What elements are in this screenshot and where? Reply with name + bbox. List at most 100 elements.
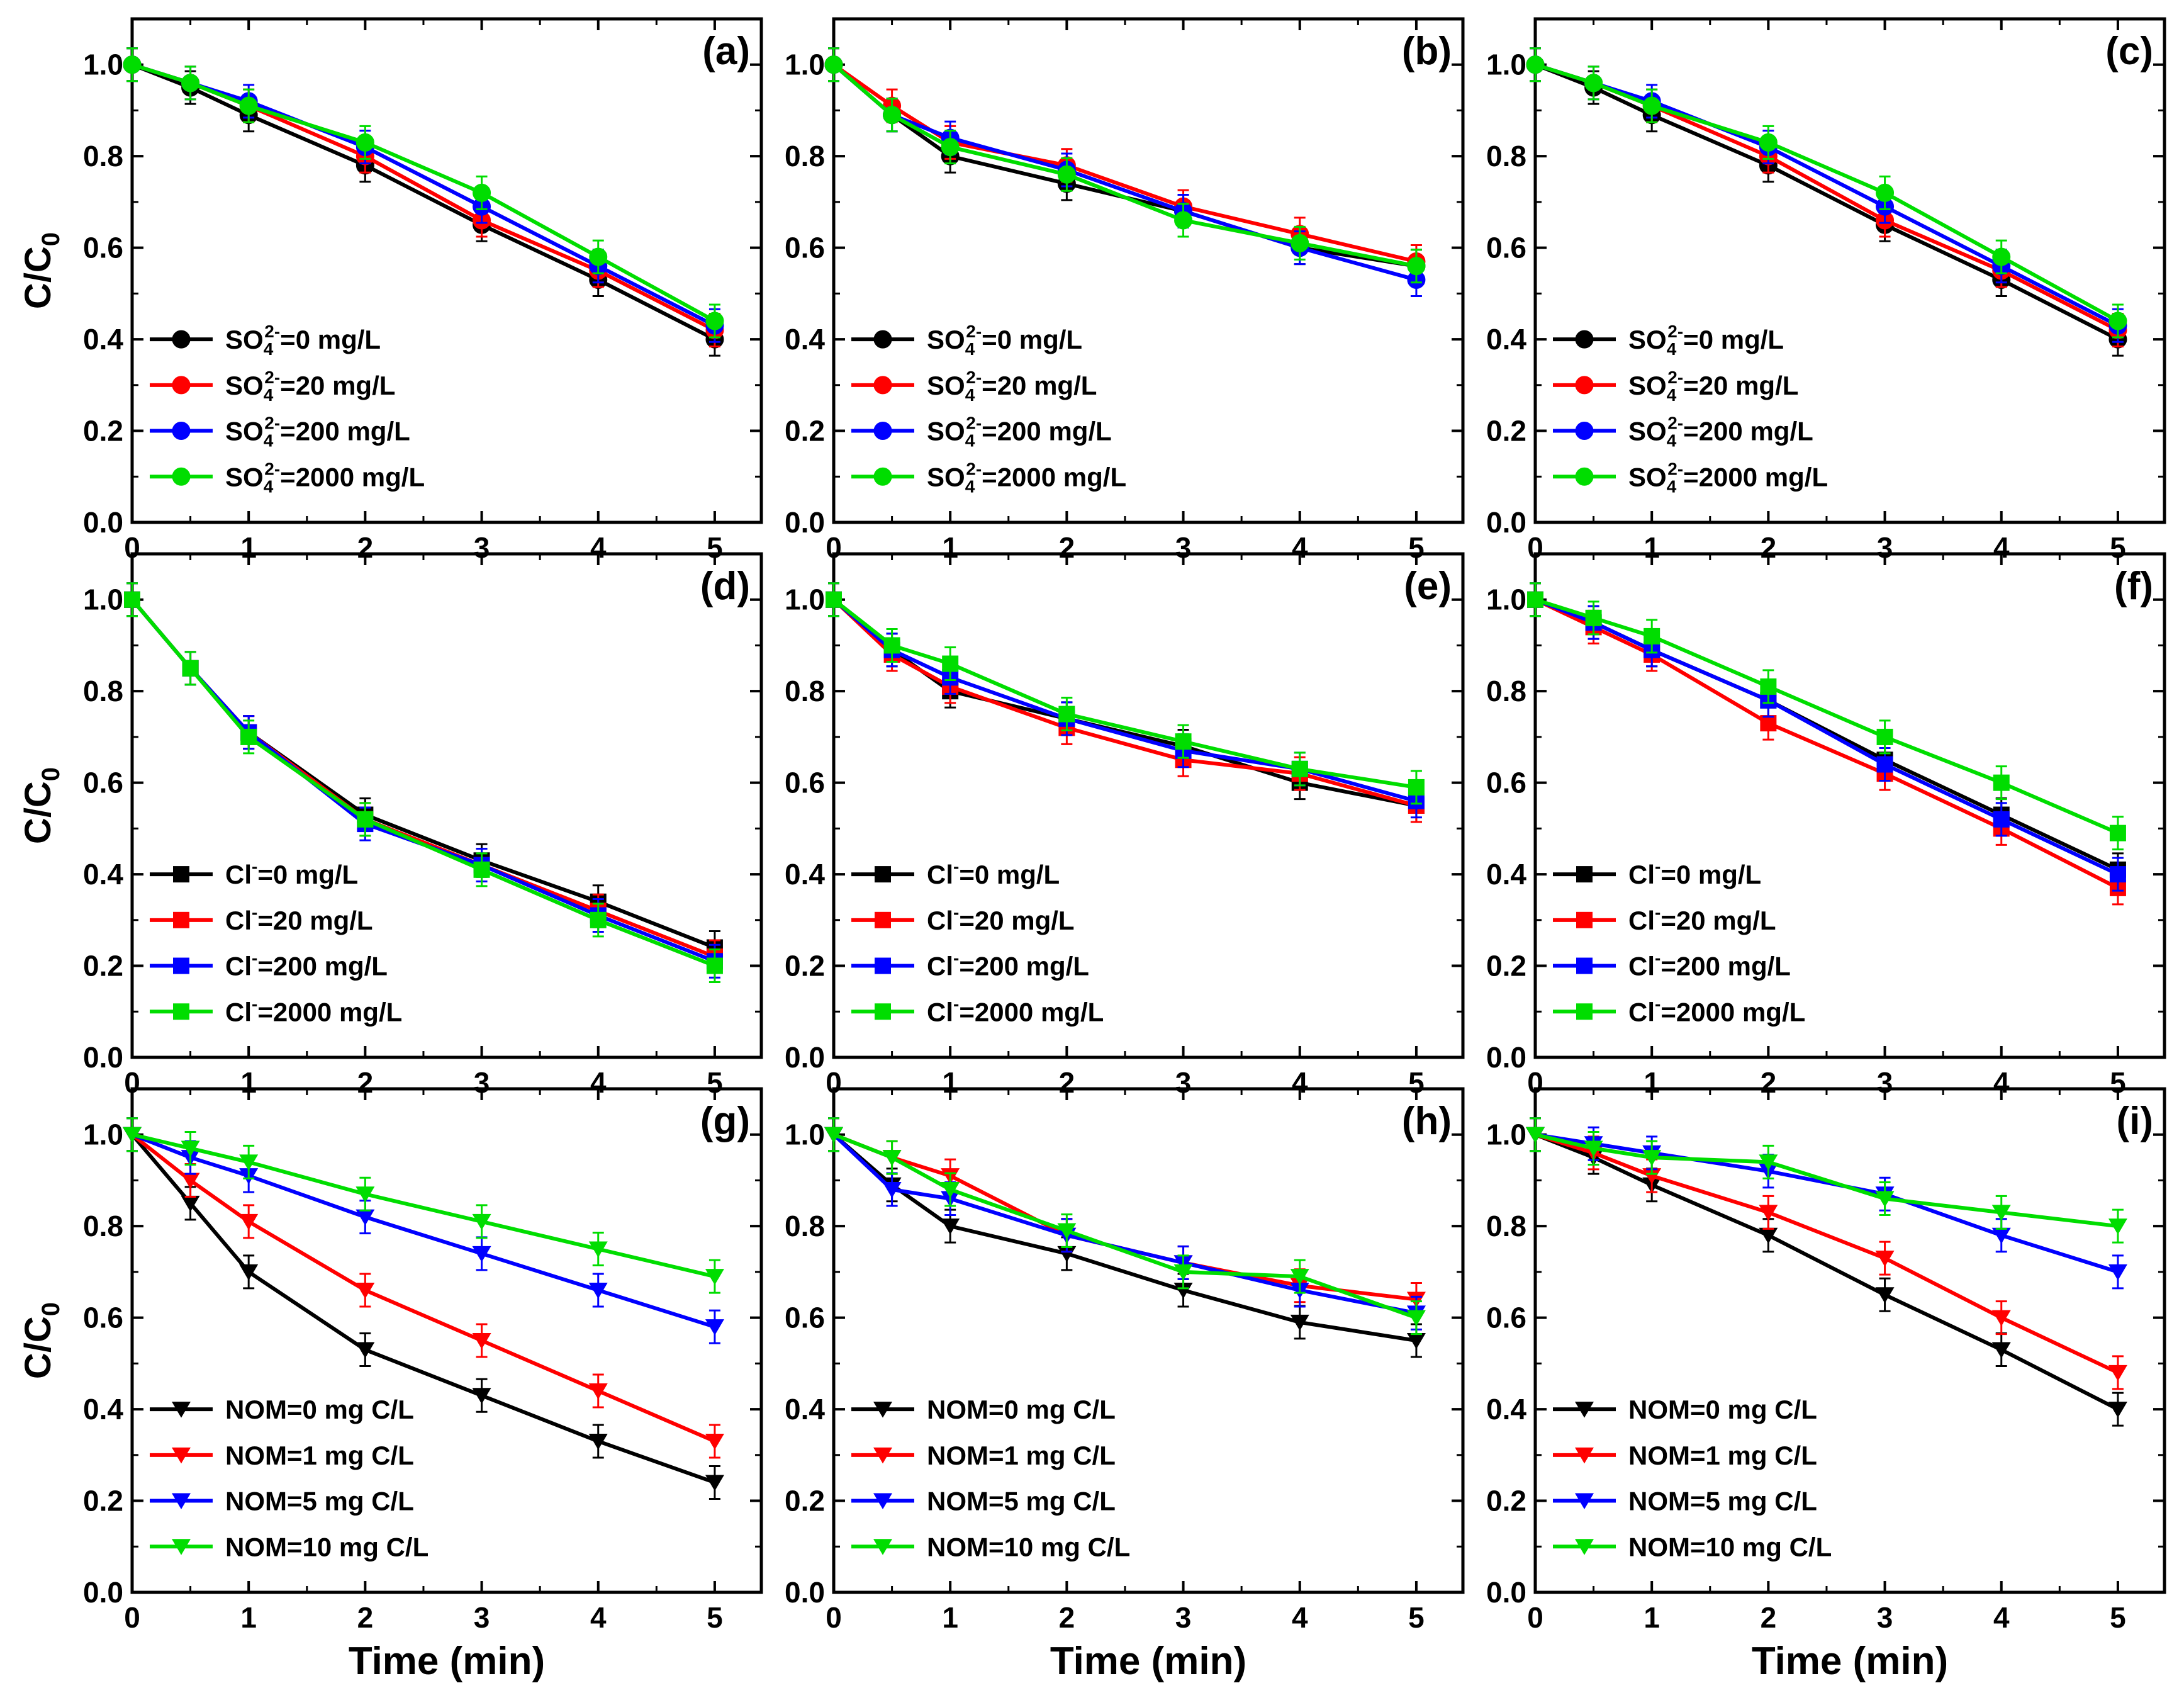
x-tick-label: 2 [1059,1601,1075,1634]
data-point [942,655,959,672]
legend-marker [172,422,191,441]
panel-label: (a) [702,30,750,73]
plot-frame [130,17,763,524]
series-1: NOM=1 mg C/L [1526,1117,2127,1470]
data-point [588,1434,608,1450]
legend-marker [1575,1493,1594,1510]
y-tick-label: 0.0 [1486,1041,1526,1074]
y-tick-label: 0.0 [785,1041,825,1074]
series-line [130,598,716,959]
series-0: NOM=0 mg C/L [123,1117,724,1500]
data-point [705,1434,724,1450]
data-point [941,1218,960,1235]
data-point [705,312,724,330]
data-point [239,1154,259,1171]
legend-label: Cl-=2000 mg/L [927,994,1104,1027]
x-axis-label: Time (min) [1050,1640,1246,1683]
data-point [1759,1154,1778,1171]
panel-e: 0.00.20.40.60.81.00 1 2 3 4 5(e)Cl-=0 mg/LCl-… [785,552,1465,1099]
y-tick-label: 0.2 [83,415,123,447]
data-point [1406,1333,1426,1349]
data-point [824,55,843,74]
y-tick-label: 0.6 [83,767,123,799]
legend-label: SO42-=200 mg/L [927,414,1112,451]
series-1: NOM=1 mg C/L [123,1117,724,1470]
data-point [123,55,142,74]
y-tick-label: 0.8 [785,1210,825,1242]
data-point [356,1283,375,1299]
legend-label: SO42-=2000 mg/L [225,459,425,496]
data-point [941,138,960,157]
legend-label: NOM=10 mg C/L [1628,1532,1832,1561]
data-point [882,1182,902,1198]
series-3: SO42-=2000 mg/L [123,47,724,496]
data-point [2108,312,2127,330]
y-tick-label: 1.0 [83,1118,123,1151]
series-3: Cl-=2000 mg/L [124,582,723,1027]
legend-label: NOM=1 mg C/L [927,1441,1116,1470]
y-tick-label: 0.2 [83,1485,123,1517]
data-point [705,1475,724,1491]
plot-frame [1533,552,2166,1059]
y-tick-label: 0.2 [1486,950,1526,982]
legend-label: SO42-=200 mg/L [1628,414,1813,451]
legend-label: Cl-=20 mg/L [927,903,1075,935]
legend-label: SO42-=20 mg/L [1628,368,1798,405]
y-tick-label: 0.4 [83,858,123,891]
y-tick-label: 1.0 [785,1118,825,1151]
data-point [181,1140,200,1157]
data-point [1759,1205,1778,1221]
panel-c: 0.00.20.40.60.81.00 1 2 3 4 5(c)SO42-=0 mg/LS… [1486,17,2166,564]
x-tick-label: 5 [707,1601,723,1634]
y-tick-label: 0.4 [83,1393,123,1426]
data-point [1173,1283,1193,1299]
data-point [2109,866,2126,883]
legend-marker [1576,911,1593,928]
y-tick-label: 0.6 [785,1302,825,1334]
data-point [1173,1264,1193,1281]
data-point [1993,774,2010,791]
data-point [240,728,257,745]
data-point [356,1209,375,1226]
y-tick-label: 0.4 [785,858,825,891]
data-point [1875,1287,1895,1303]
series-2: NOM=5 mg C/L [824,1117,1426,1516]
series-0: Cl-=0 mg/L [1527,582,2126,889]
legend-marker [172,1493,191,1510]
data-point [705,1269,724,1285]
series-line [131,1132,715,1329]
legend-label: Cl-=2000 mg/L [1628,994,1805,1027]
legend-marker [1575,467,1594,486]
data-point [1526,1127,1545,1144]
y-tick-label: 0.6 [83,232,123,264]
y-tick-label: 0.0 [1486,1576,1526,1609]
y-tick-label: 0.8 [1486,675,1526,707]
y-tick-label: 0.8 [83,1210,123,1242]
y-tick-label: 0.0 [83,506,123,539]
y-tick-label: 0.8 [1486,1210,1526,1242]
y-tick-label: 0.6 [785,232,825,264]
data-point [826,591,842,608]
legend-label: SO42-=20 mg/L [927,368,1097,405]
x-tick-label: 5 [2110,1601,2126,1634]
legend-marker [172,1447,191,1464]
panel-label: (b) [1402,30,1452,73]
data-point [705,1319,724,1336]
data-point [357,811,374,828]
data-point [883,637,900,654]
y-tick-label: 0.8 [83,140,123,172]
legend-label: Cl-=200 mg/L [927,948,1089,981]
legend-label: SO42-=200 mg/L [225,414,410,451]
legend-label: Cl-=200 mg/L [225,948,388,981]
data-point [124,591,140,608]
panel-g: 0.0 0.2 0.4 0.6 0.8 1.0 0 1 2 3 4 5 (g) C/C0 Time (min… [18,1087,763,1683]
legend-marker [1575,330,1594,349]
data-point [356,1186,375,1203]
y-tick-label: 0.6 [83,1302,123,1334]
y-tick-label: 0.4 [1486,323,1526,356]
x-tick-label: 3 [474,1601,490,1634]
panel-f: 0.00.20.40.60.81.00 1 2 3 4 5(f)Cl-=0 mg/LCl-… [1486,552,2166,1099]
legend-marker [173,957,189,974]
series-line [131,62,716,341]
data-point [706,957,723,974]
